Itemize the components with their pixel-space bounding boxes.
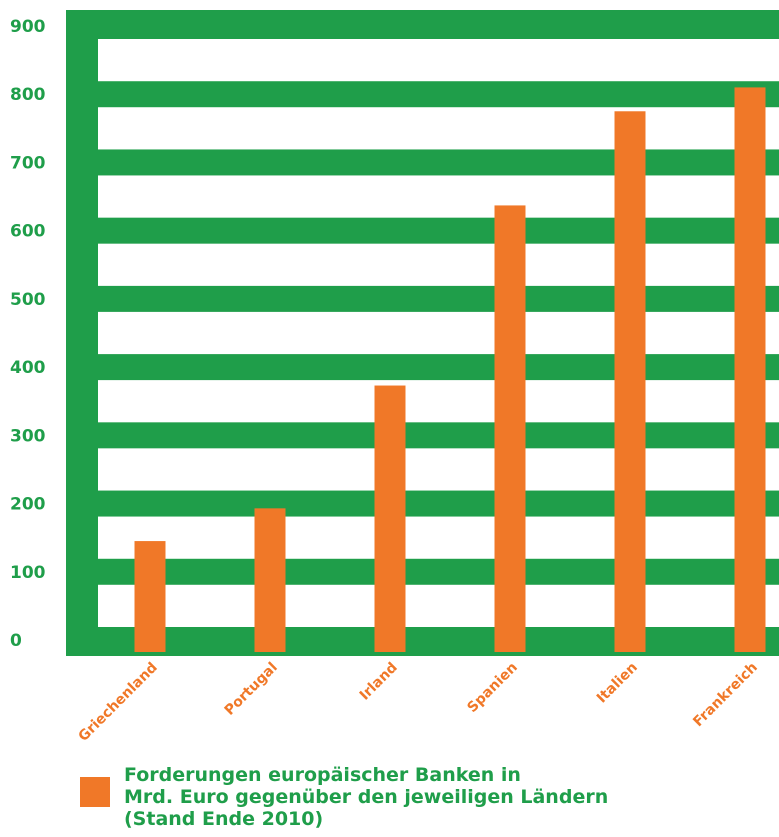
x-tick-label: Frankreich <box>690 660 761 731</box>
x-tick-label: Griechenland <box>76 660 161 745</box>
y-tick-label: 700 <box>10 153 46 173</box>
x-tick-label: Italien <box>594 660 641 707</box>
y-tick-label: 800 <box>10 85 46 105</box>
y-tick-label: 300 <box>10 426 46 446</box>
grid-band <box>98 175 779 218</box>
legend-label: Forderungen europäischer Banken in Mrd. … <box>124 764 609 830</box>
bar <box>374 385 406 652</box>
grid-band <box>98 584 779 627</box>
grid-band <box>98 107 779 150</box>
y-tick-label: 100 <box>10 563 46 583</box>
grid-band <box>98 39 779 82</box>
x-tick-label: Portugal <box>222 660 281 719</box>
grid-band <box>98 516 779 559</box>
y-tick-label: 400 <box>10 358 46 378</box>
bar <box>734 87 766 652</box>
grid-band <box>98 380 779 423</box>
bar <box>494 205 526 652</box>
grid-band <box>98 311 779 355</box>
bar <box>134 541 166 652</box>
y-tick-label: 900 <box>10 17 46 37</box>
grid-band <box>98 448 779 491</box>
x-tick-label: Irland <box>357 660 401 704</box>
y-tick-label: 200 <box>10 495 46 515</box>
bar <box>614 111 646 653</box>
grid-band <box>98 243 779 286</box>
y-tick-label: 0 <box>10 631 22 651</box>
y-tick-label: 600 <box>10 222 46 242</box>
bar <box>254 508 286 652</box>
legend-swatch <box>80 777 110 807</box>
x-tick-label: Spanien <box>464 660 520 716</box>
y-tick-label: 500 <box>10 290 46 310</box>
